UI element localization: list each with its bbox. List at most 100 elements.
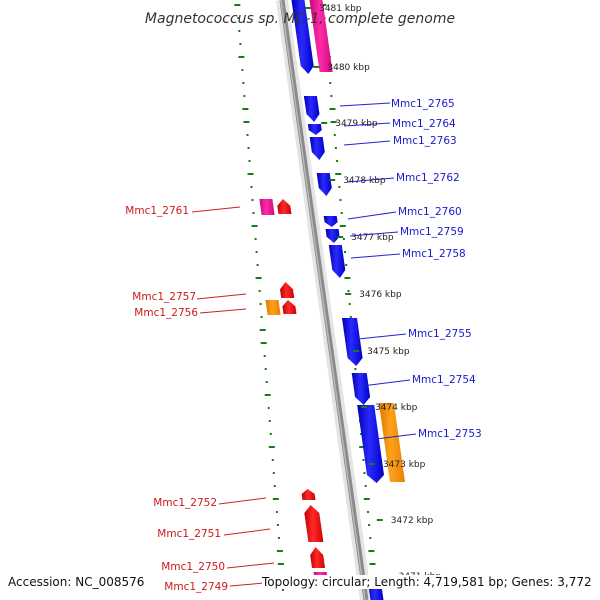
gene-feature xyxy=(291,0,314,74)
gene-feature xyxy=(328,245,346,278)
gene-label-forward: Mmc1_2764 xyxy=(392,118,456,130)
gc-dot xyxy=(242,82,245,84)
gc-dot xyxy=(242,108,249,110)
gene-feature xyxy=(303,96,320,122)
gc-dot xyxy=(347,290,350,292)
gc-dot xyxy=(267,407,270,409)
gene-label-forward: Mmc1_2753 xyxy=(418,428,482,440)
gc-dot xyxy=(272,472,275,474)
gc-dot xyxy=(246,134,249,136)
gc-dot xyxy=(255,277,262,279)
genome-summary: Topology: circular; Length: 4,719,581 bp… xyxy=(262,575,592,589)
gene-feature xyxy=(378,403,405,482)
label-leader xyxy=(218,497,267,505)
gc-dot xyxy=(247,173,254,175)
gc-dot xyxy=(329,108,336,110)
gc-dot xyxy=(256,264,259,266)
gc-dot xyxy=(243,121,250,123)
gc-dot xyxy=(272,498,279,500)
gene-feature xyxy=(277,199,292,214)
gene-label-reverse: Mmc1_2757 xyxy=(132,291,196,303)
gene-label-reverse: Mmc1_2750 xyxy=(161,561,225,573)
gc-dot xyxy=(369,563,376,565)
label-leader xyxy=(191,206,241,213)
gc-dot xyxy=(251,199,254,201)
gc-dot xyxy=(276,550,283,552)
label-leader xyxy=(350,253,401,259)
gc-dot xyxy=(362,459,365,461)
gene-feature xyxy=(357,405,384,483)
gc-dot xyxy=(340,212,343,214)
gene-feature xyxy=(325,229,340,243)
gc-dot xyxy=(251,225,258,227)
gc-dot xyxy=(336,160,339,162)
kbp-label: 3477 kbp xyxy=(351,233,394,243)
gene-label-forward: Mmc1_2762 xyxy=(396,172,460,184)
gene-feature xyxy=(309,137,325,160)
gc-dot xyxy=(238,30,241,32)
label-leader xyxy=(199,308,247,314)
gene-features xyxy=(259,0,405,600)
gene-feature xyxy=(316,173,332,196)
gc-dot xyxy=(345,264,348,266)
gc-dot xyxy=(363,472,366,474)
gc-dot xyxy=(250,186,253,188)
gc-dot xyxy=(259,303,262,305)
gene-label-forward: Mmc1_2754 xyxy=(412,374,476,386)
gene-label-reverse: Mmc1_2749 xyxy=(164,581,228,593)
gene-feature xyxy=(310,547,325,568)
gc-dot xyxy=(243,95,246,97)
gene-feature xyxy=(304,505,324,542)
gc-dot xyxy=(237,17,240,19)
genome-backbone xyxy=(276,0,372,600)
gc-dot xyxy=(360,433,363,435)
kbp-label: 3476 kbp xyxy=(359,290,402,300)
gc-dot xyxy=(265,381,268,383)
gene-label-forward: Mmc1_2759 xyxy=(400,226,464,238)
accession-label: Accession: NC_008576 xyxy=(8,575,145,589)
gc-dot xyxy=(247,147,250,149)
gc-dot xyxy=(333,134,336,136)
gc-dot xyxy=(260,342,267,344)
gc-dot xyxy=(368,524,371,526)
label-leader xyxy=(349,231,399,237)
gene-label-reverse: Mmc1_2761 xyxy=(125,205,189,217)
gc-dot xyxy=(364,485,367,487)
gene-feature xyxy=(301,489,316,500)
gc-dot xyxy=(258,290,261,292)
label-leader xyxy=(226,562,275,569)
gc-dot xyxy=(269,433,272,435)
gc-dot xyxy=(238,56,245,58)
gc-dot xyxy=(263,355,266,357)
gene-feature xyxy=(351,373,371,405)
gc-dot xyxy=(277,537,280,539)
map-title: Magnetococcus sp. MC-1, complete genome xyxy=(145,11,455,27)
gc-dot xyxy=(275,511,278,513)
gc-dot xyxy=(252,212,255,214)
gc-dot xyxy=(259,329,266,331)
kbp-label: 3479 kbp xyxy=(335,119,378,129)
gc-dot xyxy=(334,147,337,149)
gc-dot xyxy=(367,511,369,513)
gene-label-reverse: Mmc1_2751 xyxy=(157,528,221,540)
gc-dot xyxy=(268,446,275,448)
gc-dot xyxy=(277,563,284,565)
label-leader xyxy=(357,333,407,340)
gene-feature xyxy=(323,216,338,227)
label-leader xyxy=(347,211,397,220)
gc-dot xyxy=(255,251,258,253)
gene-label-reverse: Mmc1_2752 xyxy=(153,497,217,509)
gc-dot xyxy=(349,316,352,318)
label-leader xyxy=(343,122,391,127)
kbp-label: 3480 kbp xyxy=(327,63,370,73)
gc-dot xyxy=(248,160,251,162)
kbp-label: 3481 kbp xyxy=(319,4,362,14)
gene-label-forward: Mmc1_2758 xyxy=(402,248,466,260)
gc-dot xyxy=(344,277,351,279)
label-leader xyxy=(223,528,271,536)
gc-dot xyxy=(254,238,257,240)
gc-dot xyxy=(369,537,372,539)
gene-label-reverse: Mmc1_2756 xyxy=(134,307,198,319)
gc-dot xyxy=(276,524,279,526)
